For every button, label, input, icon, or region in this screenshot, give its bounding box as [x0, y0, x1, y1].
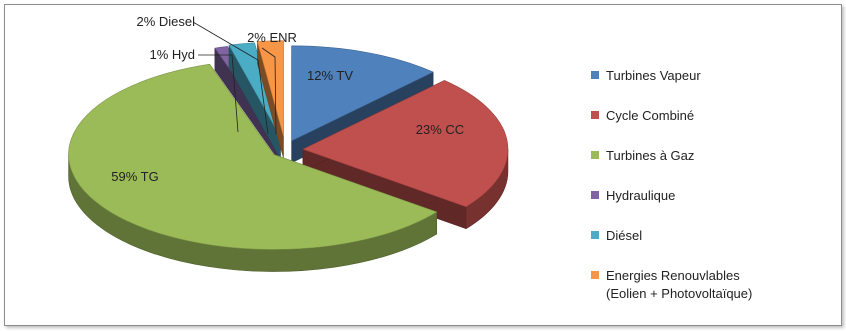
- pie-slices: [68, 40, 509, 272]
- legend: Turbines Vapeur Cycle Combiné Turbines à G…: [591, 68, 752, 301]
- leader-line-enr: [261, 47, 277, 135]
- legend-swatch-turbines-gaz: [591, 151, 599, 159]
- legend-label-hydraulique: Hydraulique: [606, 188, 675, 203]
- legend-label-enr: Energies Renouvlables: [606, 268, 740, 283]
- legend-label-cycle-combine: Cycle Combiné: [606, 108, 694, 123]
- legend-label-turbines-vapeur: Turbines Vapeur: [606, 68, 701, 83]
- leader-lines: [192, 21, 277, 135]
- legend-swatch-hydraulique: [591, 191, 599, 199]
- label-enr: 2% ENR: [247, 30, 297, 45]
- slice-diesel-top: [228, 42, 281, 138]
- slice-labels: 12% TV 23% CC 59% TG 1% Hyd 2% Diesel 2% ENR: [111, 14, 464, 184]
- leader-line-diesel: [192, 21, 269, 135]
- slice-enr-top: [257, 40, 284, 136]
- slice-turbines-vapeur-top: [291, 45, 434, 142]
- legend-label-enr-line2: (Eolien + Photovoltaïque): [606, 286, 752, 301]
- slice-turbines-gaz-top: [68, 63, 438, 250]
- legend-swatch-turbines-vapeur: [591, 71, 599, 79]
- slice-cycle-combine-top: [302, 80, 509, 208]
- legend-label-turbines-gaz: Turbines à Gaz: [606, 148, 694, 163]
- legend-swatch-diesel: [591, 231, 599, 239]
- legend-swatch-enr: [591, 271, 599, 279]
- legend-swatch-cycle-combine: [591, 111, 599, 119]
- slice-turbines-gaz: [68, 63, 438, 272]
- legend-label-diesel: Diésel: [606, 228, 642, 243]
- slice-enr: [257, 40, 284, 158]
- label-cycle-combine: 23% CC: [416, 122, 464, 137]
- label-hydraulique: 1% Hyd: [149, 47, 195, 62]
- label-turbines-vapeur: 12% TV: [307, 68, 353, 83]
- label-diesel: 2% Diesel: [136, 14, 195, 29]
- label-turbines-gaz: 59% TG: [111, 169, 158, 184]
- leader-line-hydraulique: [198, 54, 239, 133]
